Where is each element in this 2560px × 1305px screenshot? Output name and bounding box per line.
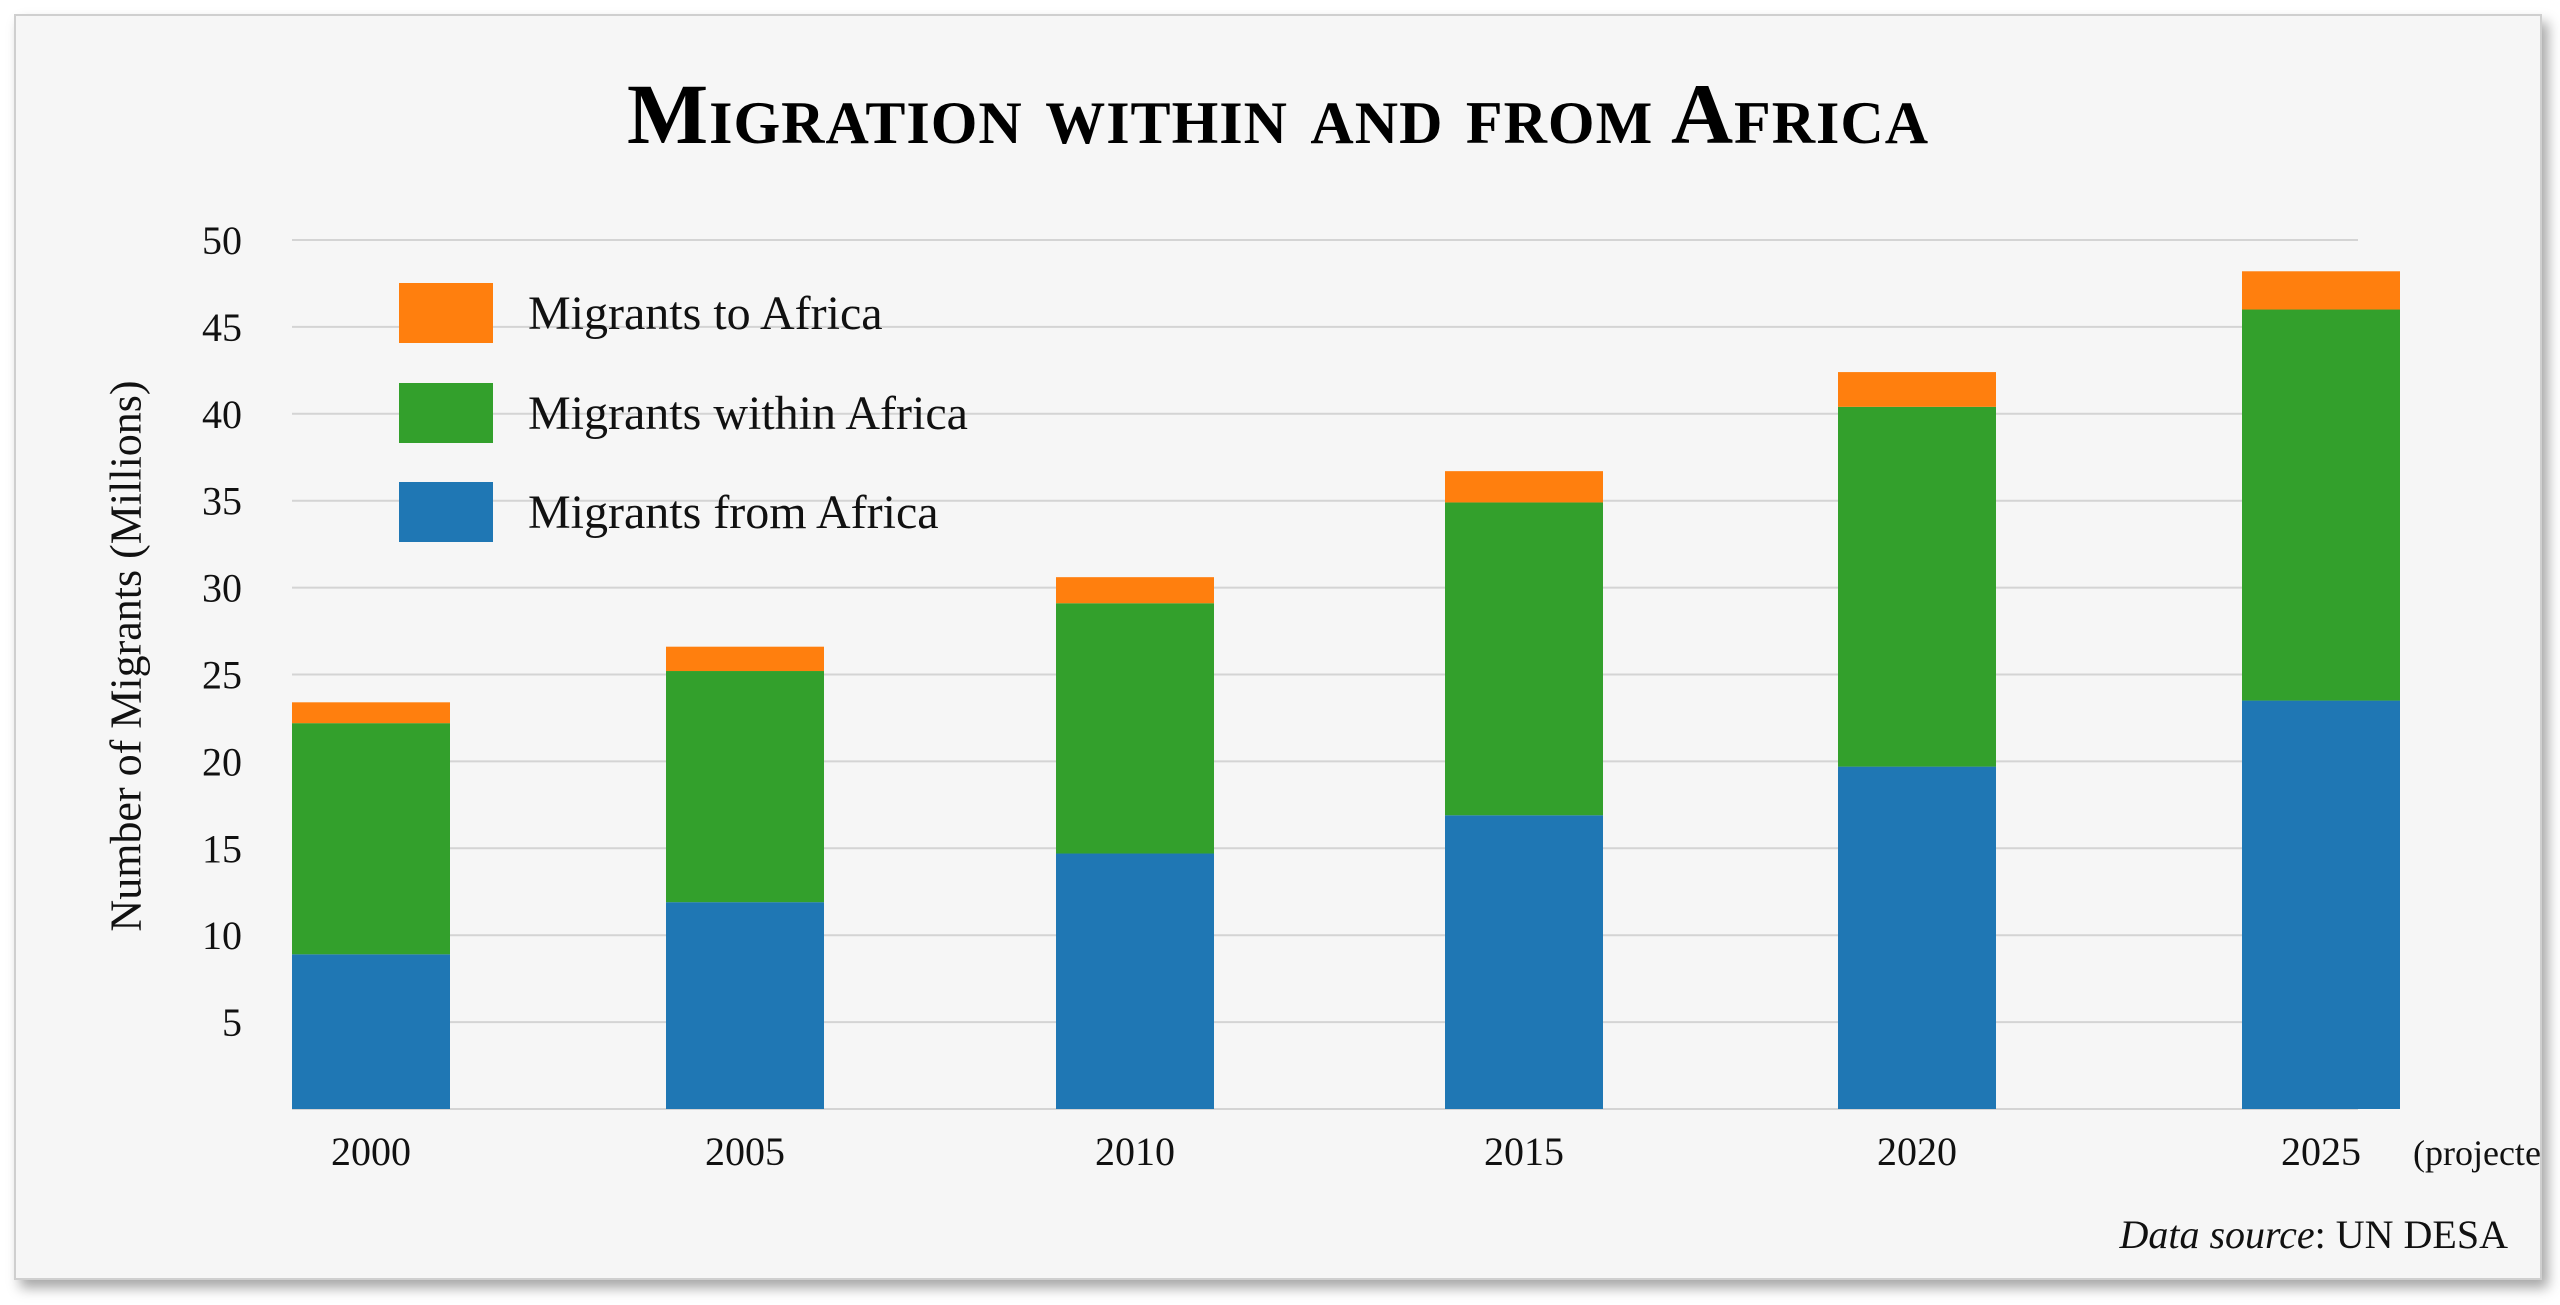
y-tick-label: 30 [202, 566, 242, 611]
bar-segment [1056, 853, 1214, 1109]
source-note: Data source: UN DESA [2119, 1212, 2508, 1257]
bar-segment [1445, 815, 1603, 1109]
source-value: UN DESA [2335, 1212, 2508, 1257]
bar-segment [1445, 471, 1603, 503]
x-tick-label: 2020 [1877, 1129, 1957, 1174]
bar-segment [666, 671, 824, 903]
bar-segment [666, 646, 824, 672]
x-tick-label: 2010 [1095, 1129, 1175, 1174]
bar-segment [2242, 700, 2400, 1109]
x-tick-label: 2025 [2281, 1129, 2361, 1174]
y-tick-label: 35 [202, 479, 242, 524]
bar-segment [1838, 766, 1996, 1109]
y-tick-label: 45 [202, 305, 242, 350]
bar-segment [1445, 502, 1603, 816]
y-tick-label: 25 [202, 653, 242, 698]
y-tick-label: 20 [202, 739, 242, 784]
legend-swatch [399, 383, 493, 443]
x-tick-label: 2000 [331, 1129, 411, 1174]
source-label: Data source [2119, 1212, 2315, 1257]
legend-swatch [399, 482, 493, 542]
bar-segment [666, 902, 824, 1109]
legend-label: Migrants within Africa [528, 387, 968, 440]
bar-segment [292, 723, 450, 955]
chart-frame: Migration within and from Africa Number … [14, 14, 2542, 1280]
y-tick-label: 40 [202, 392, 242, 437]
y-tick-label: 50 [202, 218, 242, 263]
legend-label: Migrants to Africa [528, 287, 883, 340]
bar-segment [1838, 372, 1996, 407]
legend-swatch [399, 283, 493, 343]
bar-segment [1056, 603, 1214, 854]
y-tick-label: 5 [222, 1000, 242, 1045]
x-tick-note: (projected) [2413, 1133, 2540, 1173]
x-tick-label: 2015 [1484, 1129, 1564, 1174]
bar-segment [1056, 577, 1214, 604]
legend-label: Migrants from Africa [528, 486, 939, 539]
x-tick-label: 2005 [705, 1129, 785, 1174]
bar-segment [2242, 309, 2400, 701]
y-tick-label: 15 [202, 826, 242, 871]
bar-segment [292, 702, 450, 724]
y-tick-label: 10 [202, 913, 242, 958]
bar-segment [2242, 271, 2400, 310]
bar-segment [292, 954, 450, 1109]
chart-title: Migration within and from Africa [626, 66, 1930, 162]
bar-segment [1838, 406, 1996, 767]
